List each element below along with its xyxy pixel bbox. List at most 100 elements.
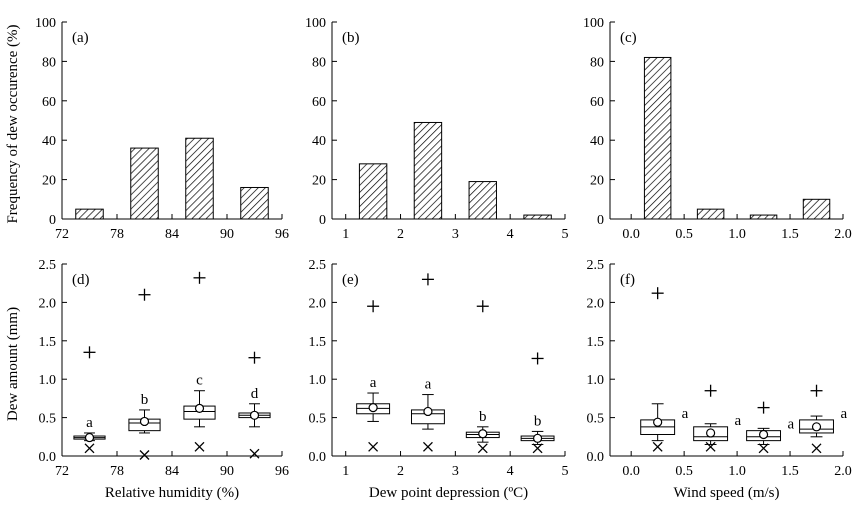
x-tick-label: 0.0 xyxy=(622,227,640,242)
x-tick-label: 2 xyxy=(397,464,404,479)
y-tick-label: 40 xyxy=(590,134,604,149)
y-tick-label: 20 xyxy=(42,174,56,189)
y-tick-label: 60 xyxy=(590,95,604,110)
y-tick-label: 2.0 xyxy=(587,296,605,311)
y-tick-label: 1.5 xyxy=(309,335,327,350)
x-tick-label: 2.0 xyxy=(834,227,852,242)
y-tick-label: 100 xyxy=(583,16,604,31)
bar xyxy=(413,121,443,220)
mean-marker xyxy=(423,406,433,417)
y-tick-label: 100 xyxy=(305,16,326,31)
bar xyxy=(802,198,831,220)
y-tick-label: 0 xyxy=(597,213,604,228)
y-tick-label: 0.0 xyxy=(39,450,57,465)
y-tick-label: 1.5 xyxy=(587,335,605,350)
y-tick-label: 40 xyxy=(312,134,326,149)
x-tick-label: 72 xyxy=(55,227,69,242)
panel-label: (f) xyxy=(620,272,635,288)
x-tick-label: 96 xyxy=(275,227,289,242)
significance-letter: a xyxy=(735,413,742,429)
x-tick-label: 78 xyxy=(110,464,124,479)
min-marker-b xyxy=(249,448,260,459)
significance-letter: b xyxy=(534,413,542,429)
bar xyxy=(75,208,104,220)
y-tick-label: 0 xyxy=(49,213,56,228)
y-tick-label: 60 xyxy=(312,95,326,110)
mean-marker xyxy=(249,410,260,420)
significance-letter: a xyxy=(840,406,847,422)
y-tick-label: 2.5 xyxy=(309,258,327,273)
significance-letter: a xyxy=(370,375,377,391)
x-tick-label: 1.0 xyxy=(728,227,746,242)
y-tick-label: 1.0 xyxy=(39,373,57,388)
x-tick-label: 84 xyxy=(165,464,179,479)
y-tick-label: 100 xyxy=(35,16,56,31)
bar xyxy=(468,181,497,220)
y-tick-label: 80 xyxy=(42,55,56,70)
bar xyxy=(240,186,269,220)
y-tick-label: 0.0 xyxy=(309,450,327,465)
min-marker-b xyxy=(139,450,150,460)
panel-label: (d) xyxy=(72,272,90,288)
significance-letter: a xyxy=(788,417,795,433)
y-tick-label: 40 xyxy=(42,134,56,149)
significance-letter: a xyxy=(86,415,93,431)
panel-a: 0 20 40 60 80 100 72 78 84 90 96 (a) xyxy=(35,16,289,242)
mean-marker xyxy=(758,429,769,440)
x-tick-label: 3 xyxy=(452,464,459,479)
x-tick-label: 96 xyxy=(275,464,289,479)
x-tick-label: 1 xyxy=(342,464,349,479)
y-tick-label: 80 xyxy=(590,55,604,70)
panel-label: (c) xyxy=(620,30,637,46)
significance-letter: c xyxy=(196,373,203,389)
bar xyxy=(130,147,159,220)
y-tick-label: 0.5 xyxy=(39,412,57,427)
y-tick-label: 1.0 xyxy=(309,373,327,388)
x-tick-label: 90 xyxy=(220,227,234,242)
mean-marker xyxy=(653,417,663,427)
bar xyxy=(696,208,725,220)
min-marker-b xyxy=(422,441,433,452)
significance-letter: d xyxy=(251,386,259,402)
panel-c: 0 20 40 60 80 100 0.0 0.5 1.0 1.5 2.0 (c) xyxy=(583,16,852,242)
mean-marker xyxy=(84,432,95,443)
y-tick-label: 1.0 xyxy=(587,373,605,388)
y-tick-label: 0.5 xyxy=(587,412,605,427)
x-tick-label: 90 xyxy=(220,464,234,479)
y-tick-label: 2.0 xyxy=(39,296,57,311)
x-tick-label: 5 xyxy=(562,227,569,242)
x-axis-title: Relative humidity (%) xyxy=(105,485,239,501)
panel-label: (e) xyxy=(342,272,359,288)
x-tick-label: 72 xyxy=(55,464,69,479)
bar xyxy=(358,163,388,220)
x-tick-label: 4 xyxy=(507,464,514,479)
bar xyxy=(523,214,552,220)
x-tick-label: 1.5 xyxy=(781,464,799,479)
significance-letter: a xyxy=(425,377,432,393)
bar xyxy=(749,214,778,220)
min-marker-b xyxy=(532,443,543,454)
x-tick-label: 1.5 xyxy=(781,227,799,242)
x-tick-label: 1 xyxy=(342,227,349,242)
y-tick-label: 2.0 xyxy=(309,296,327,311)
y-tick-label: 20 xyxy=(590,174,604,189)
panel-label: (b) xyxy=(342,30,360,46)
x-tick-label: 1.0 xyxy=(728,464,746,479)
panel-b: 0 20 40 60 80 100 1 2 3 4 5 (b) xyxy=(305,16,569,242)
y-tick-label: 1.5 xyxy=(39,335,57,350)
bar xyxy=(643,56,672,220)
panel-e: 0.0 0.5 1.0 1.5 2.0 2.5 1 2 3 4 5 (e) Dew point depr… xyxy=(309,258,569,501)
x-tick-label: 0.0 xyxy=(622,464,640,479)
mean-marker xyxy=(706,428,716,438)
min-marker-b xyxy=(84,443,95,454)
mean-marker xyxy=(478,429,488,439)
x-tick-label: 3 xyxy=(452,227,459,242)
y-tick-label: 2.5 xyxy=(39,258,57,273)
x-tick-label: 84 xyxy=(165,227,179,242)
significance-letter: a xyxy=(682,406,689,422)
min-marker-b xyxy=(811,443,822,454)
mean-marker xyxy=(194,403,205,413)
min-marker-b xyxy=(705,441,716,452)
